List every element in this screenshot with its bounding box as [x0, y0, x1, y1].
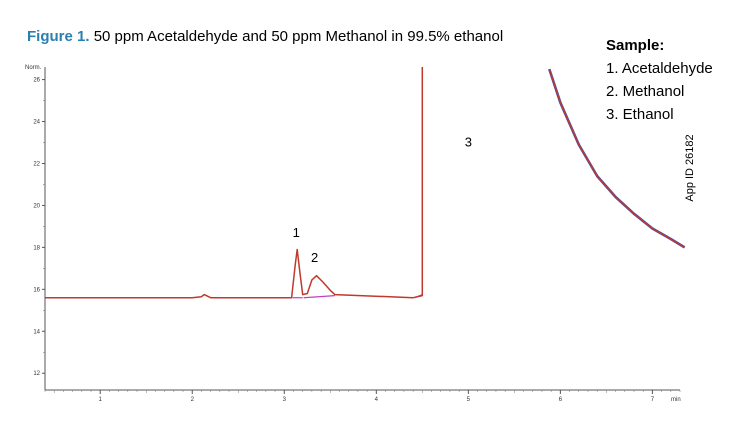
figure-label: Figure 1.	[27, 28, 90, 45]
chart-peak-labels: 12 3	[293, 135, 472, 265]
y-axis-title: Norm.	[25, 65, 42, 71]
peak-label-1: 1	[293, 225, 300, 240]
y-tick-label: 20	[33, 203, 40, 209]
signal-line-1	[45, 67, 424, 299]
y-tick-label: 24	[33, 120, 40, 126]
figure-caption-text: 50 ppm Acetaldehyde and 50 ppm Methanol …	[93, 28, 504, 45]
y-tick-label: 14	[33, 329, 40, 335]
y-tick-label: 26	[33, 78, 40, 84]
sample-item-1: 1. Acetaldehyde	[606, 60, 713, 77]
sample-heading: Sample:	[606, 37, 665, 54]
y-tick-label: 16	[33, 287, 40, 293]
x-tick-label: 5	[467, 397, 471, 403]
x-tick-label: 3	[283, 397, 287, 403]
sample-legend: Sample: 1. Acetaldehyde 2. Methanol 3. E…	[606, 34, 713, 126]
y-tick-label: 22	[33, 161, 40, 167]
baseline-peak-2	[303, 295, 335, 299]
x-axis-title: min	[671, 397, 681, 403]
x-tick-label: 4	[375, 397, 379, 403]
x-tick-label: 2	[191, 397, 195, 403]
ethanol-tail-shadow	[548, 68, 686, 249]
peak-label-2: 2	[311, 250, 318, 265]
peak-label-3: 3	[465, 135, 472, 150]
figure-caption: Figure 1. 50 ppm Acetaldehyde and 50 ppm…	[27, 28, 503, 45]
sample-item-2: 2. Methanol	[606, 83, 685, 100]
y-tick-label: 12	[33, 371, 40, 377]
signal-line-2	[548, 68, 685, 249]
x-tick-label: 7	[651, 397, 655, 403]
chart-series	[45, 67, 686, 299]
x-tick-label: 1	[99, 397, 103, 403]
x-tick-label: 6	[559, 397, 563, 403]
y-tick-label: 18	[33, 245, 40, 251]
sample-item-3: 3. Ethanol	[606, 106, 674, 123]
